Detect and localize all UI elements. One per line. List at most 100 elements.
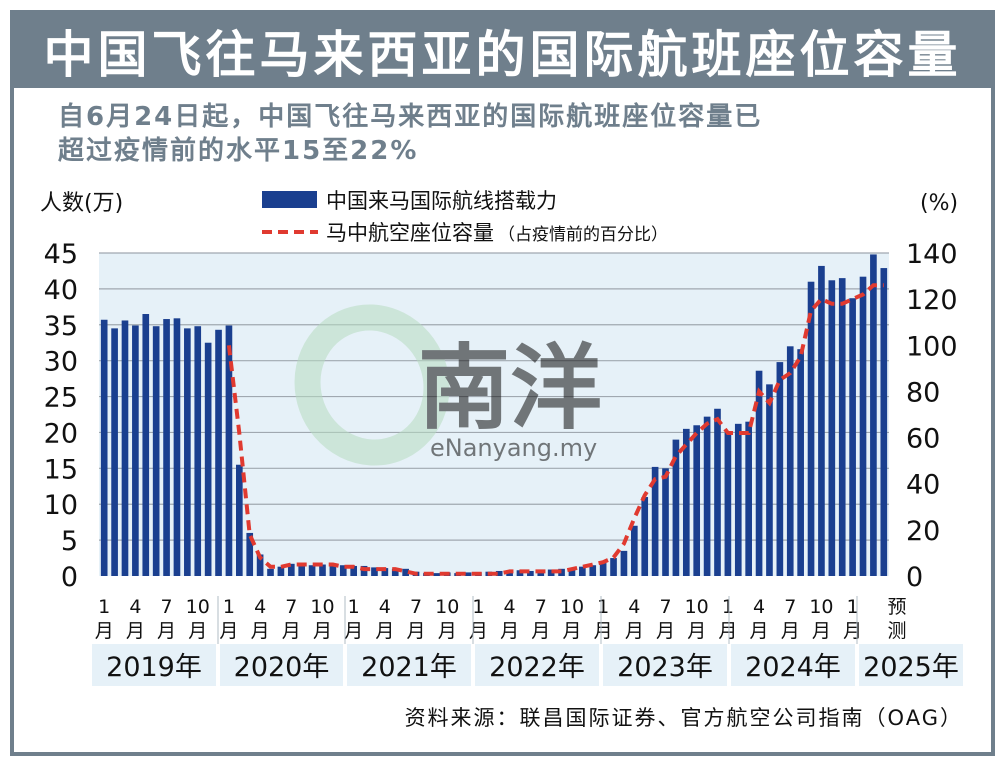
- right-tick-label: 40: [906, 470, 940, 501]
- month-label-unit: 月: [282, 620, 301, 642]
- bar: [807, 281, 815, 576]
- bar: [818, 265, 825, 576]
- bar: [828, 280, 836, 576]
- bar: [547, 569, 555, 576]
- bar: [236, 464, 243, 576]
- bar: [350, 565, 357, 576]
- bar: [391, 568, 399, 576]
- bar: [308, 565, 316, 576]
- bar: [142, 314, 150, 576]
- bar: [152, 326, 160, 576]
- bar: [766, 384, 773, 576]
- forecast-label: 预: [887, 596, 906, 618]
- month-label-unit: 月: [375, 620, 394, 642]
- right-tick-label: 100: [906, 331, 958, 362]
- year-box: [859, 644, 963, 686]
- month-label-number: 7: [285, 596, 297, 618]
- month-label-unit: 月: [562, 620, 581, 642]
- year-label: 2019年: [106, 652, 202, 683]
- bar: [672, 439, 680, 576]
- bar: [433, 573, 441, 576]
- year-label: 2022年: [489, 652, 585, 683]
- left-tick-label: 30: [44, 347, 78, 378]
- bar: [371, 567, 378, 576]
- year-label: 2025年: [863, 652, 959, 683]
- month-label-unit: 月: [188, 620, 207, 642]
- month-label-unit: 月: [750, 620, 769, 642]
- bar: [100, 319, 108, 576]
- month-label-number: 1: [348, 596, 360, 618]
- line-series: [226, 283, 884, 576]
- bar: [537, 570, 545, 576]
- chart-subtitle: 自6月24日起，中国飞往马来西亚的国际航班座位容量已 超过疫情前的水平15至22…: [58, 102, 763, 166]
- legend-line-label: 马中航空座位容量: [326, 221, 494, 245]
- month-label-number: 10: [310, 596, 334, 618]
- month-label-number: 7: [410, 596, 422, 618]
- bar: [163, 319, 170, 576]
- right-tick-label: 20: [906, 516, 940, 547]
- month-label-number: 4: [254, 596, 266, 618]
- bar: [132, 325, 139, 576]
- bar: [859, 276, 867, 576]
- bar: [287, 563, 295, 576]
- bar: [755, 370, 763, 576]
- month-label-number: 1: [597, 596, 609, 618]
- month-label-unit: 月: [438, 620, 457, 642]
- left-tick-label: 35: [44, 311, 78, 342]
- left-tick-label: 25: [44, 383, 78, 414]
- bar: [277, 566, 285, 576]
- bar: [225, 325, 233, 576]
- legend-line-note: （占疫情前的百分比）: [498, 225, 668, 245]
- year-label: 2024年: [745, 652, 841, 683]
- bar: [870, 254, 877, 576]
- right-tick-label: 0: [906, 562, 923, 593]
- month-labels: 1月4月7月10月1月4月7月10月1月4月7月10月1月4月7月10月1月4月…: [95, 596, 907, 642]
- month-label-number: 1: [223, 596, 235, 618]
- month-label-number: 10: [186, 596, 210, 618]
- month-label-number: 7: [535, 596, 547, 618]
- watermark-brand: 南洋: [418, 335, 602, 442]
- bar: [184, 328, 191, 576]
- year-box: [347, 644, 471, 686]
- bar: [651, 466, 659, 576]
- month-label-number: 10: [685, 596, 709, 618]
- left-tick-label: 40: [44, 275, 78, 306]
- bar: [267, 568, 274, 576]
- left-tick-label: 45: [44, 239, 78, 270]
- year-box: [92, 644, 216, 686]
- month-label-unit: 月: [313, 620, 332, 642]
- legend-bar-swatch: [262, 191, 317, 208]
- bar: [849, 298, 856, 576]
- legend-bar-label: 中国来马国际航线搭载力: [326, 189, 557, 213]
- year-box: [220, 644, 343, 686]
- watermark-url: eNanyang.my: [430, 434, 597, 462]
- chart-title: 中国飞往马来西亚的国际航班座位容量: [14, 14, 991, 88]
- month-label-unit: 月: [531, 620, 550, 642]
- bar: [599, 563, 607, 576]
- bar: [714, 408, 721, 576]
- bar: [568, 568, 576, 576]
- bar: [682, 428, 690, 576]
- bar: [838, 278, 846, 576]
- bar: [495, 570, 503, 576]
- bar: [402, 568, 409, 576]
- month-label-unit: 月: [687, 620, 706, 642]
- month-label-unit: 月: [251, 620, 270, 642]
- month-label-unit: 月: [95, 620, 114, 642]
- bar: [693, 425, 701, 576]
- bar: [246, 532, 254, 576]
- left-tick-label: 0: [61, 562, 78, 593]
- right-axis-label: (%): [920, 191, 958, 216]
- month-label-number: 1: [722, 596, 734, 618]
- year-label: 2020年: [234, 652, 330, 683]
- bar: [204, 342, 212, 576]
- year-label: 2023年: [617, 652, 713, 683]
- left-tick-label: 15: [44, 454, 78, 485]
- bar: [121, 320, 129, 576]
- month-label-unit: 月: [344, 620, 363, 642]
- bar: [527, 570, 534, 576]
- legend-line-text: 马中航空座位容量 （占疫情前的百分比）: [326, 221, 668, 245]
- year-box: [731, 644, 855, 686]
- month-label-unit: 月: [656, 620, 675, 642]
- bar: [173, 318, 181, 576]
